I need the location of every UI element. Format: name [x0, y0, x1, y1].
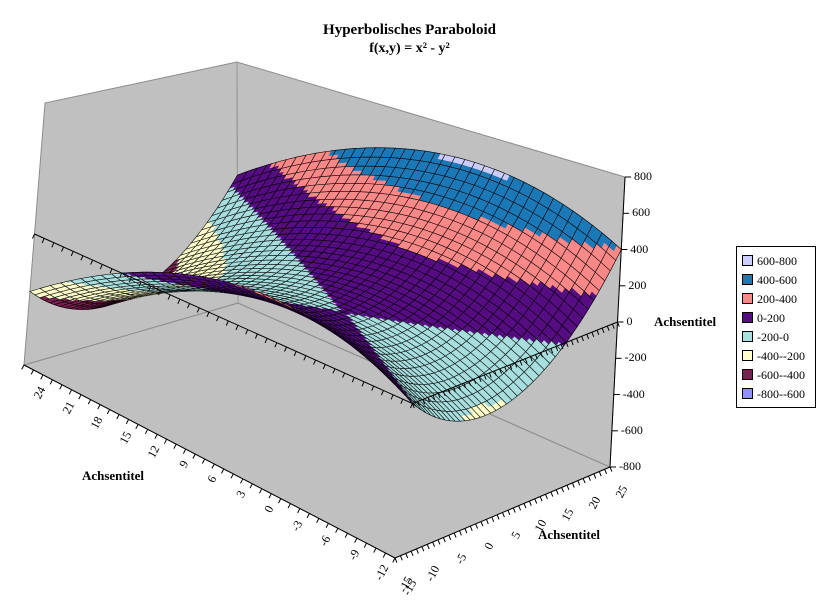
legend-item: 400-600 [742, 270, 815, 289]
z-axis-tick-label: -600 [620, 422, 643, 437]
y-axis-title: Achsentitel [81, 468, 145, 483]
z-axis-tick-label: -400 [622, 386, 645, 401]
legend-label: 600-800 [757, 253, 797, 268]
legend-swatch [742, 293, 753, 304]
legend-item: -800--600 [742, 384, 815, 403]
legend-swatch [742, 369, 753, 380]
legend-label: -400--200 [757, 348, 805, 363]
legend-label: -800--600 [757, 386, 805, 401]
z-axis-tick-label: 600 [632, 205, 651, 220]
chart-title: Hyperbolisches Paraboloid [323, 22, 496, 38]
z-axis-tick-label: -200 [624, 350, 647, 365]
z-axis-tick-label: 400 [630, 241, 649, 256]
legend-label: 200-400 [757, 291, 797, 306]
z-axis-tick-label: 0 [626, 314, 633, 328]
legend: 600-800 400-600 200-400 0-200 -200-0 -40… [736, 246, 816, 408]
z-axis-tick-label: 200 [628, 277, 647, 292]
legend-label: -600--400 [757, 367, 805, 382]
x-axis-title: Achsentitel [537, 527, 601, 542]
legend-item: -200-0 [742, 327, 815, 346]
legend-label: 400-600 [757, 272, 797, 287]
legend-item: 600-800 [742, 251, 815, 270]
z-axis-title: Achsentitel [654, 314, 717, 329]
legend-swatch [742, 274, 753, 285]
legend-swatch [742, 255, 753, 266]
legend-item: -600--400 [742, 365, 815, 384]
legend-swatch [742, 312, 753, 323]
legend-item: -400--200 [742, 346, 815, 365]
legend-item: 200-400 [742, 289, 815, 308]
chart-subtitle: f(x,y) = x² - y² [369, 41, 450, 56]
legend-label: -200-0 [757, 329, 789, 344]
legend-label: 0-200 [757, 310, 785, 325]
legend-swatch [742, 388, 753, 399]
z-axis-tick-label: 800 [634, 169, 652, 183]
legend-swatch [742, 331, 753, 342]
legend-item: 0-200 [742, 308, 815, 327]
z-axis-tick-label: -800 [619, 459, 641, 473]
legend-swatch [742, 350, 753, 361]
